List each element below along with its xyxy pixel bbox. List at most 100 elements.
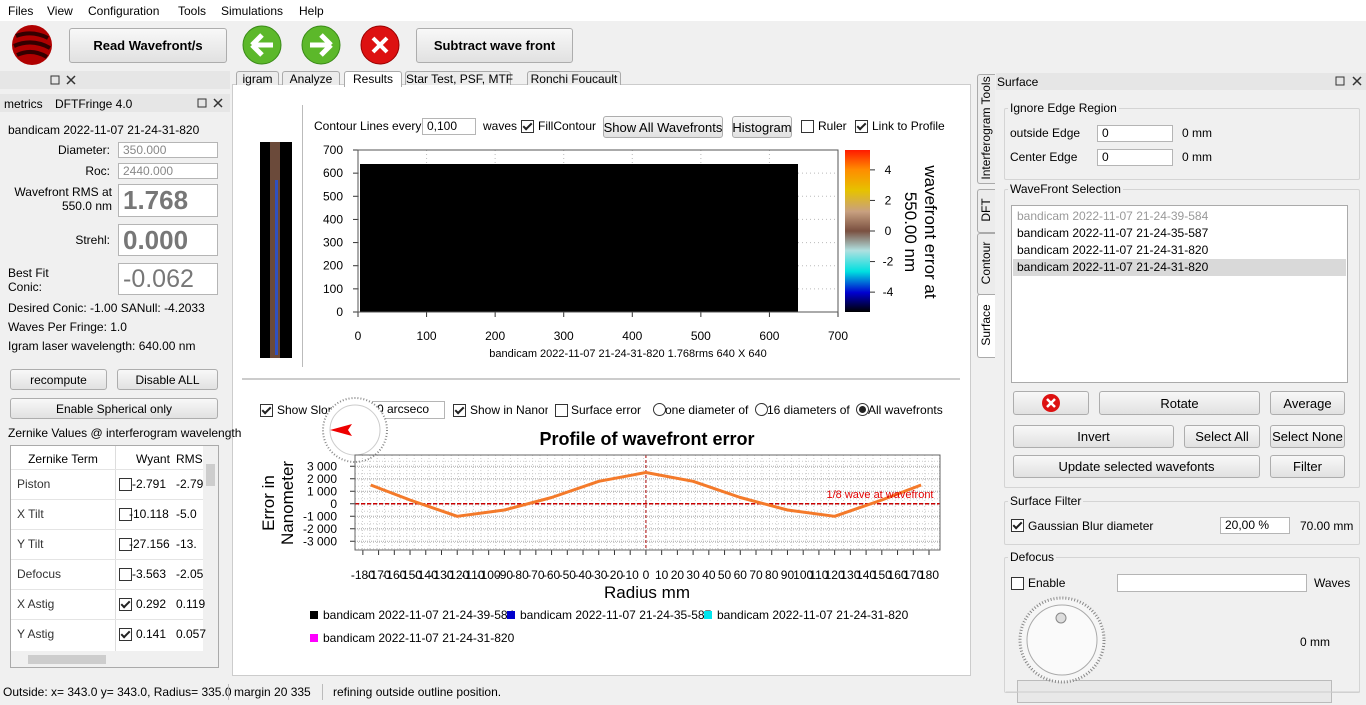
checkbox-label: Ruler	[818, 119, 847, 133]
arcsec-field[interactable]: 0 arcseco	[372, 401, 445, 419]
dock-title: Surface	[997, 75, 1039, 89]
scrollbar[interactable]	[203, 446, 218, 651]
wavefront-item[interactable]: bandicam 2022-11-07 21-24-39-584	[1017, 209, 1209, 223]
rotate-button[interactable]: Rotate	[1099, 391, 1260, 415]
subtract-button[interactable]: Subtract wave front	[416, 28, 573, 63]
wavefront-item[interactable]: bandicam 2022-11-07 21-24-35-587	[1017, 226, 1209, 240]
outside-field[interactable]: 0	[1097, 125, 1173, 142]
wavefront-item[interactable]: bandicam 2022-11-07 21-24-31-820	[1017, 243, 1209, 257]
app-icon[interactable]	[12, 25, 52, 65]
dial-value: 0 mm	[1300, 635, 1330, 649]
checkbox[interactable]	[119, 508, 132, 521]
disable-all-button[interactable]: Disable ALL	[117, 369, 218, 390]
file-name: bandicam 2022-11-07 21-24-31-820	[8, 123, 200, 137]
label: Diameter:	[57, 143, 110, 157]
legend-label: bandicam 2022-11-07 21-24-31-820	[717, 608, 909, 622]
checkbox[interactable]	[521, 120, 534, 133]
menu-item[interactable]: Tools	[178, 4, 207, 18]
group-box	[1004, 108, 1360, 180]
scroll-thumb[interactable]	[28, 655, 106, 664]
menu-item[interactable]: Help	[299, 4, 324, 18]
tab[interactable]: Ronchi Foucault	[527, 71, 621, 86]
side-tab-label: DFT	[979, 198, 993, 222]
select-none-button[interactable]: Select None	[1270, 425, 1345, 448]
spherical-button[interactable]: Enable Spherical only	[10, 398, 218, 419]
checkbox[interactable]	[119, 598, 132, 611]
side-tab[interactable]	[977, 294, 995, 358]
checkbox[interactable]	[119, 628, 132, 641]
column-line	[115, 446, 116, 651]
center-field[interactable]: 0	[1097, 149, 1173, 166]
select-all-button[interactable]: Select All	[1184, 425, 1260, 448]
back-icon[interactable]	[242, 25, 282, 65]
menu-item[interactable]: View	[47, 4, 73, 18]
checkbox-label: Gaussian Blur diameter	[1028, 519, 1154, 533]
close-cross	[371, 36, 389, 54]
checkbox-label: Enable	[1028, 576, 1066, 590]
side-tab[interactable]	[977, 74, 995, 184]
checkbox[interactable]	[119, 568, 132, 581]
histogram-button[interactable]: Histogram	[732, 116, 792, 138]
blur-field[interactable]: 20,00 %	[1220, 517, 1290, 534]
side-tab[interactable]	[977, 189, 995, 233]
checkbox[interactable]	[260, 404, 273, 417]
step-field[interactable]: 0,100	[422, 118, 476, 135]
menu-item[interactable]: Configuration	[88, 4, 160, 18]
checkbox[interactable]	[801, 120, 814, 133]
recompute-button[interactable]: recompute	[10, 369, 107, 390]
filter-button[interactable]: Filter	[1270, 455, 1345, 478]
dock-title-bar	[996, 73, 1366, 90]
zernike-term: Piston	[17, 477, 51, 491]
side-tab-label: Surface	[979, 304, 993, 346]
checkbox[interactable]	[119, 538, 132, 551]
checkbox[interactable]	[119, 478, 132, 491]
unit: 0 mm	[1182, 126, 1212, 140]
checkbox[interactable]	[1011, 519, 1024, 532]
radio[interactable]	[755, 403, 768, 416]
checkbox[interactable]	[453, 404, 466, 417]
close-icon[interactable]	[360, 25, 400, 65]
radio[interactable]	[653, 403, 666, 416]
zernike-term: Defocus	[17, 567, 62, 581]
roc-field: 2440.000	[118, 163, 218, 179]
tab[interactable]: Star Test, PSF, MTF	[405, 71, 514, 86]
checkbox[interactable]	[555, 404, 568, 417]
average-button[interactable]: Average	[1270, 391, 1345, 415]
show-all-button[interactable]: Show All Wavefronts	[603, 116, 723, 138]
app-icon-stripes	[13, 31, 51, 59]
menu-item[interactable]: Simulations	[221, 4, 284, 18]
frame-line	[302, 105, 303, 367]
back-arrow	[250, 33, 273, 57]
update-button[interactable]: Update selected wavefonts	[1013, 455, 1260, 478]
invert-button[interactable]: Invert	[1013, 425, 1174, 448]
checkbox-label: FillContour	[538, 119, 597, 133]
legend-label: bandicam 2022-11-07 21-24-31-820	[323, 631, 515, 645]
column-header: RMS	[176, 452, 203, 466]
checkbox[interactable]	[855, 120, 868, 133]
slider[interactable]	[1017, 680, 1332, 703]
results-panel	[232, 84, 971, 676]
scroll-thumb[interactable]	[206, 464, 215, 486]
status-separator	[322, 684, 323, 700]
tab[interactable]: igram	[236, 71, 279, 86]
unit: Waves	[1314, 576, 1351, 590]
dock-tab[interactable]: DFTFringe 4.0	[55, 97, 133, 111]
waves-field[interactable]	[1117, 574, 1307, 592]
unit: 0 mm	[1182, 150, 1212, 164]
group-box	[1004, 501, 1360, 545]
legend-swatch	[310, 611, 318, 619]
forward-icon[interactable]	[301, 25, 341, 65]
delete-button[interactable]	[1013, 391, 1089, 415]
label: Best Fit Conic:	[8, 266, 49, 294]
tab[interactable]: Analyze	[282, 71, 340, 86]
info-line: Waves Per Fringe: 1.0	[8, 320, 127, 334]
tab[interactable]: Results	[344, 71, 402, 87]
row-line	[11, 619, 203, 620]
wavefront-list: bandicam 2022-11-07 21-24-39-584 bandicam…	[1011, 205, 1348, 383]
checkbox[interactable]	[1011, 577, 1024, 590]
wavefront-item[interactable]: bandicam 2022-11-07 21-24-31-820	[1013, 259, 1346, 276]
menu-item[interactable]: Files	[8, 4, 34, 18]
legend-label: bandicam 2022-11-07 21-24-39-584	[323, 608, 515, 622]
rms-value: -2.79	[176, 477, 204, 491]
read-button[interactable]: Read Wavefront/s	[69, 28, 227, 63]
